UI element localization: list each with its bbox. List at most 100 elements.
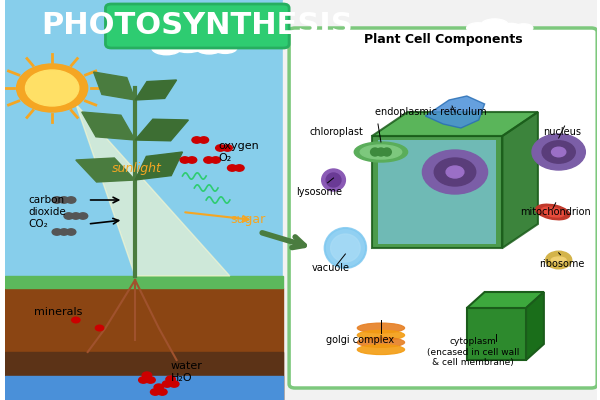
Ellipse shape	[382, 148, 391, 156]
FancyBboxPatch shape	[289, 28, 597, 388]
Text: ribosome: ribosome	[539, 259, 584, 269]
Ellipse shape	[326, 173, 341, 187]
Ellipse shape	[357, 344, 404, 354]
Ellipse shape	[170, 36, 205, 52]
Ellipse shape	[357, 323, 404, 333]
Circle shape	[169, 381, 179, 387]
Polygon shape	[5, 376, 283, 400]
Ellipse shape	[549, 82, 568, 90]
Polygon shape	[135, 80, 176, 100]
Circle shape	[59, 197, 69, 203]
Circle shape	[67, 197, 76, 203]
Polygon shape	[135, 119, 188, 141]
Text: lysosome: lysosome	[296, 187, 342, 197]
Polygon shape	[378, 140, 496, 244]
Circle shape	[71, 317, 80, 323]
Text: mitochondrion: mitochondrion	[520, 207, 591, 217]
Circle shape	[199, 137, 209, 143]
Ellipse shape	[541, 207, 564, 217]
Ellipse shape	[467, 23, 490, 33]
Circle shape	[532, 134, 586, 170]
Polygon shape	[135, 152, 182, 180]
Circle shape	[59, 229, 69, 235]
Ellipse shape	[354, 142, 407, 162]
Circle shape	[52, 197, 62, 203]
Circle shape	[446, 166, 464, 178]
Circle shape	[52, 229, 62, 235]
Circle shape	[235, 165, 244, 171]
Ellipse shape	[515, 24, 533, 32]
Text: vacuole: vacuole	[311, 263, 350, 273]
Polygon shape	[5, 352, 283, 400]
Polygon shape	[425, 96, 485, 128]
Circle shape	[67, 229, 76, 235]
Polygon shape	[76, 104, 230, 276]
Text: water
H₂O: water H₂O	[170, 361, 203, 383]
Polygon shape	[5, 276, 283, 288]
FancyBboxPatch shape	[106, 4, 289, 48]
Circle shape	[158, 389, 167, 395]
Text: nucleus: nucleus	[542, 127, 581, 137]
Circle shape	[166, 376, 175, 382]
Circle shape	[139, 377, 148, 383]
Text: carbon
dioxide
CO₂: carbon dioxide CO₂	[28, 196, 66, 228]
Text: sugar: sugar	[230, 214, 265, 226]
Circle shape	[223, 145, 232, 151]
Circle shape	[211, 157, 220, 163]
Circle shape	[78, 213, 88, 219]
Circle shape	[64, 213, 73, 219]
Ellipse shape	[536, 204, 570, 220]
Ellipse shape	[325, 228, 366, 268]
Polygon shape	[283, 0, 597, 400]
Circle shape	[154, 384, 164, 390]
Ellipse shape	[196, 42, 222, 54]
Circle shape	[71, 213, 80, 219]
Ellipse shape	[376, 148, 385, 156]
Circle shape	[551, 147, 566, 157]
Text: cytoplasm
(encased in cell wall
& cell membrane): cytoplasm (encased in cell wall & cell m…	[427, 337, 519, 367]
Ellipse shape	[322, 169, 346, 191]
Polygon shape	[76, 158, 135, 182]
Circle shape	[151, 389, 160, 395]
Polygon shape	[82, 112, 135, 140]
Circle shape	[215, 145, 225, 151]
Ellipse shape	[371, 148, 379, 156]
Circle shape	[192, 137, 202, 143]
Circle shape	[146, 377, 155, 383]
Circle shape	[180, 157, 190, 163]
Polygon shape	[467, 308, 526, 360]
Text: minerals: minerals	[34, 307, 83, 317]
Text: oxygen
O₂: oxygen O₂	[218, 141, 259, 163]
Circle shape	[542, 141, 575, 163]
Ellipse shape	[360, 145, 401, 159]
Ellipse shape	[152, 41, 181, 55]
Ellipse shape	[539, 84, 555, 92]
Text: golgi complex: golgi complex	[326, 335, 394, 345]
Circle shape	[187, 157, 197, 163]
Ellipse shape	[357, 338, 404, 347]
Ellipse shape	[331, 234, 360, 262]
Ellipse shape	[501, 23, 521, 33]
Polygon shape	[467, 292, 544, 308]
Circle shape	[25, 70, 79, 106]
Circle shape	[95, 325, 104, 331]
Circle shape	[204, 157, 213, 163]
Ellipse shape	[481, 19, 508, 32]
Ellipse shape	[563, 85, 578, 91]
Circle shape	[434, 158, 476, 186]
Text: chloroplast: chloroplast	[310, 127, 364, 137]
Text: PHOTOSYNTHESIS: PHOTOSYNTHESIS	[41, 12, 353, 40]
Ellipse shape	[551, 257, 566, 263]
Text: Plant Cell Components: Plant Cell Components	[364, 34, 523, 46]
Polygon shape	[5, 0, 283, 400]
Ellipse shape	[214, 43, 237, 53]
Text: endoplasmic reticulum: endoplasmic reticulum	[376, 107, 487, 117]
Circle shape	[422, 150, 488, 194]
Circle shape	[17, 64, 88, 112]
Circle shape	[163, 381, 172, 387]
Text: sunlight: sunlight	[112, 162, 161, 174]
Polygon shape	[526, 292, 544, 360]
Ellipse shape	[573, 85, 586, 91]
Circle shape	[227, 165, 237, 171]
Circle shape	[142, 372, 152, 378]
